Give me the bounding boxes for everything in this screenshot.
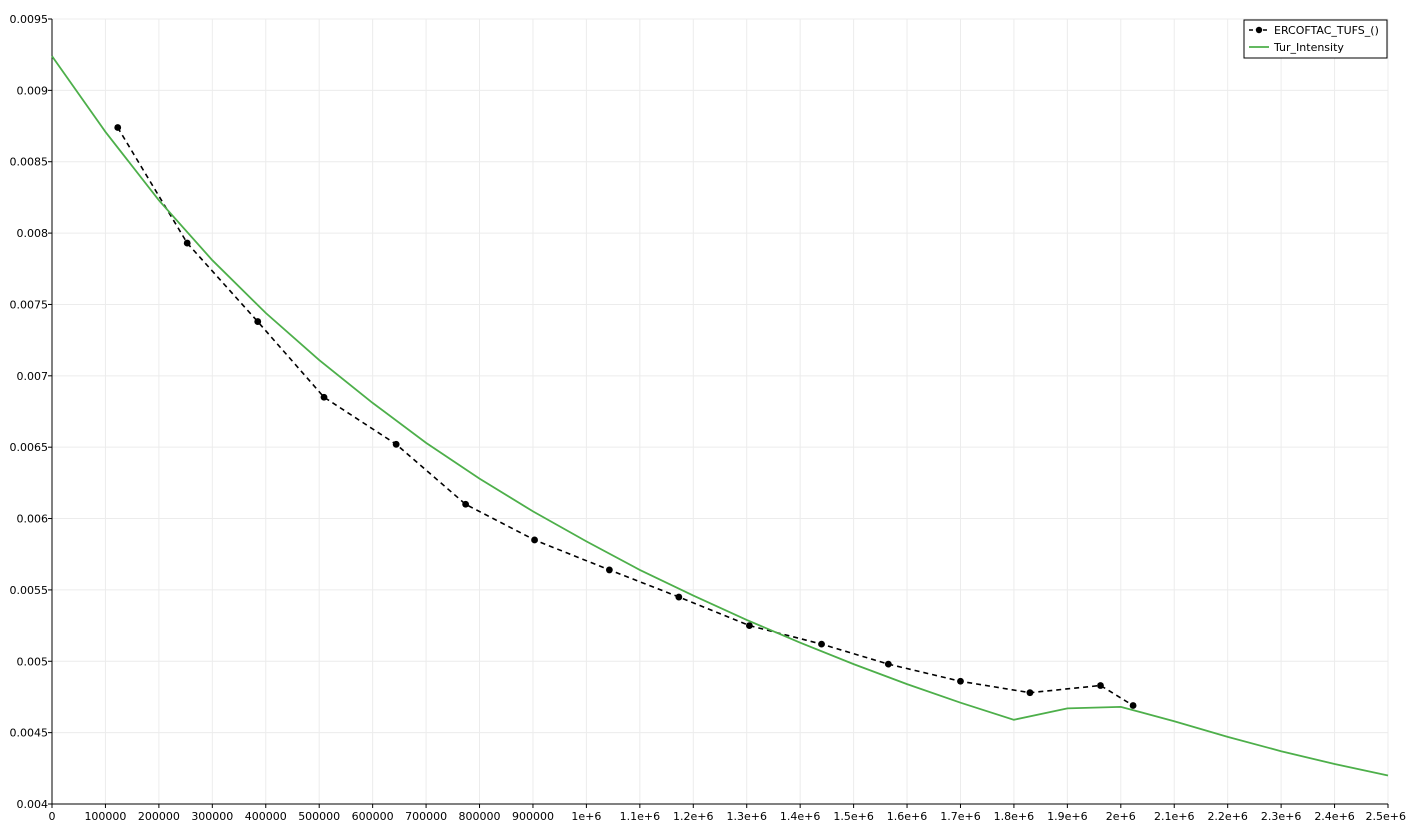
x-tick-label: 2.4e+6 — [1314, 810, 1354, 823]
x-tick-label: 2.2e+6 — [1207, 810, 1247, 823]
x-tick-label: 500000 — [298, 810, 340, 823]
data-point — [254, 318, 262, 325]
x-tick-label: 2.5e+6 — [1366, 810, 1406, 823]
y-tick-label: 0.004 — [17, 798, 49, 811]
x-tick-label: 300000 — [191, 810, 233, 823]
legend-label-tur-intensity: Tur_Intensity — [1273, 41, 1344, 54]
legend-label-ercoftac: ERCOFTAC_TUFS_() — [1274, 24, 1379, 37]
y-tick-label: 0.0075 — [10, 298, 49, 311]
x-tick-label: 1.3e+6 — [726, 810, 766, 823]
x-tick-label: 200000 — [138, 810, 180, 823]
data-point — [884, 660, 892, 668]
legend-marker-ercoftac — [1255, 26, 1263, 34]
x-tick-label: 1.1e+6 — [620, 810, 660, 823]
x-ticks: 0 100000 200000 300000 400000 500000 600000 700… — [49, 804, 1406, 823]
x-tick-label: 400000 — [245, 810, 287, 823]
y-tick-label: 0.009 — [17, 84, 49, 97]
x-tick-label: 1.8e+6 — [994, 810, 1034, 823]
x-tick-label: 1e+6 — [571, 810, 601, 823]
data-point — [183, 239, 191, 247]
y-tick-label: 0.008 — [17, 227, 49, 240]
x-tick-label: 2.1e+6 — [1154, 810, 1194, 823]
data-point — [605, 566, 613, 574]
y-tick-label: 0.0045 — [10, 727, 49, 740]
y-ticks: 0.004 0.0045 0.005 0.0055 0.006 0.0065 0.007 0.… — [10, 13, 52, 811]
data-point — [531, 536, 538, 544]
data-point — [392, 440, 400, 448]
series — [51, 55, 1389, 777]
x-tick-label: 0 — [49, 810, 56, 823]
data-point — [1129, 702, 1137, 709]
data-point — [957, 677, 964, 685]
y-tick-label: 0.0085 — [10, 156, 49, 169]
x-tick-label: 1.9e+6 — [1047, 810, 1087, 823]
y-tick-label: 0.0095 — [10, 13, 49, 26]
x-tick-label: 700000 — [405, 810, 447, 823]
x-tick-label: 1.5e+6 — [833, 810, 873, 823]
y-tick-label: 0.005 — [17, 655, 49, 668]
data-point — [462, 500, 470, 508]
series-line-1 — [51, 55, 1389, 777]
data-point — [320, 393, 328, 401]
y-tick-label: 0.007 — [17, 370, 49, 383]
x-tick-label: 600000 — [352, 810, 394, 823]
x-tick-label: 800000 — [459, 810, 501, 823]
x-tick-label: 1.6e+6 — [887, 810, 927, 823]
x-tick-label: 1.2e+6 — [673, 810, 713, 823]
y-tick-label: 0.0065 — [10, 441, 49, 454]
x-tick-label: 2.3e+6 — [1261, 810, 1301, 823]
series-line-0 — [117, 127, 1134, 707]
legend: ERCOFTAC_TUFS_() Tur_Intensity — [1243, 19, 1388, 59]
data-point — [818, 640, 825, 648]
x-tick-label: 1.7e+6 — [940, 810, 980, 823]
axes — [51, 19, 1388, 805]
data-point — [745, 622, 753, 629]
legend-box — [1243, 19, 1388, 59]
x-tick-label: 100000 — [84, 810, 126, 823]
data-point — [675, 593, 683, 601]
y-tick-label: 0.0055 — [10, 584, 49, 597]
data-point — [1026, 689, 1034, 697]
x-tick-label: 900000 — [512, 810, 554, 823]
data-point — [1097, 682, 1104, 689]
grid — [52, 18, 1389, 804]
x-tick-label: 1.4e+6 — [780, 810, 820, 823]
data-point — [114, 124, 122, 131]
x-tick-label: 2e+6 — [1106, 810, 1136, 823]
y-tick-label: 0.006 — [17, 513, 49, 526]
